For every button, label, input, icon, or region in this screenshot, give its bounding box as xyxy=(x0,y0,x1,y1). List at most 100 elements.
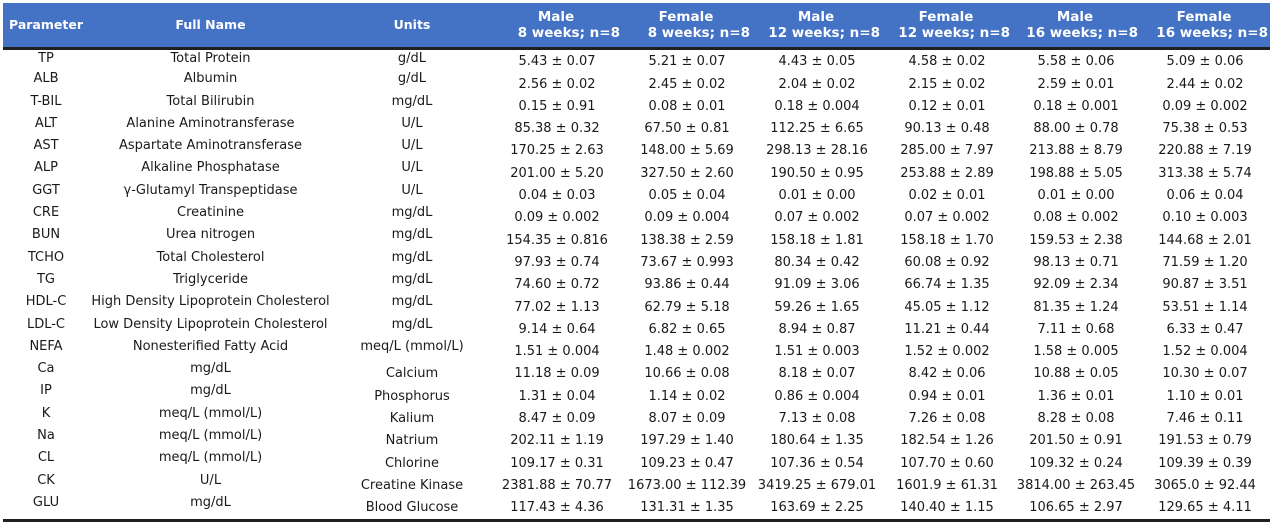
table-row: T-BIL Total Bilirubin mg/dL 0.15 ± 0.91 0.08… xyxy=(3,92,1270,115)
cell-value: 197.29 ± 1.40 xyxy=(640,433,734,449)
header-group-sex: Female xyxy=(658,8,714,25)
table-row: ALT Alanine Aminotransferase U/L 85.38 ± 0.… xyxy=(3,114,1270,138)
header-group-sub: 16 weeks; n=8 xyxy=(1156,24,1268,41)
cell-value: 7.13 ± 0.08 xyxy=(778,411,856,427)
cell-value: 140.40 ± 1.15 xyxy=(900,500,994,516)
header-group-sub: 12 weeks; n=8 xyxy=(768,24,880,41)
cell-units: Blood Glucose xyxy=(365,500,459,516)
cell-full-name: mg/dL xyxy=(190,361,231,377)
cell-value: 129.65 ± 4.11 xyxy=(1158,500,1252,516)
cell-value: 144.68 ± 2.01 xyxy=(1158,232,1252,248)
header-group-sex: Male xyxy=(1056,8,1094,25)
cell-units: mg/dL xyxy=(391,271,433,287)
cell-value: 2.15 ± 0.02 xyxy=(908,76,986,92)
cell-full-name: Low Density Lipoprotein Cholesterol xyxy=(93,316,328,332)
cell-value: 6.82 ± 0.65 xyxy=(648,321,726,337)
cell-full-name: mg/dL xyxy=(190,383,231,399)
cell-value: 5.43 ± 0.07 xyxy=(518,54,596,70)
cell-value: 2.45 ± 0.02 xyxy=(648,76,726,92)
header-group: Male 12 weeks; n=8 xyxy=(752,3,882,48)
cell-parameter: BUN xyxy=(31,227,61,243)
cell-full-name: γ-Glutamyl Transpeptidase xyxy=(123,182,298,198)
cell-units: Chlorine xyxy=(384,455,440,471)
table-row: HDL-C High Density Lipoprotein Cholestero… xyxy=(3,293,1270,316)
cell-full-name: Nonesterified Fatty Acid xyxy=(132,338,289,354)
cell-units: Phosphorus xyxy=(374,388,450,404)
cell-value: 97.93 ± 0.74 xyxy=(514,254,600,270)
cell-value: 59.26 ± 1.65 xyxy=(774,299,860,315)
cell-value: 80.34 ± 0.42 xyxy=(774,254,860,270)
cell-value: 0.18 ± 0.001 xyxy=(1033,98,1119,114)
cell-units: U/L xyxy=(401,160,423,176)
cell-full-name: meq/L (mmol/L) xyxy=(158,405,263,421)
cell-value: 0.08 ± 0.01 xyxy=(648,98,726,114)
cell-value: 190.50 ± 0.95 xyxy=(770,165,864,181)
cell-value: 138.38 ± 2.59 xyxy=(640,232,734,248)
cell-value: 0.04 ± 0.03 xyxy=(518,188,596,204)
cell-value: 4.43 ± 0.05 xyxy=(778,54,856,70)
table-row: BUN Urea nitrogen mg/dL 154.35 ± 0.816 138.3… xyxy=(3,226,1270,249)
cell-parameter: K xyxy=(41,405,51,421)
cell-parameter: Na xyxy=(37,428,55,444)
cell-value: 10.30 ± 0.07 xyxy=(1162,366,1248,382)
cell-full-name: Albumin xyxy=(183,71,238,87)
table-row: CRE Creatinine mg/dL 0.09 ± 0.002 0.09 ± 0.0… xyxy=(3,204,1270,227)
cell-value: 5.21 ± 0.07 xyxy=(648,54,726,70)
cell-parameter: TG xyxy=(36,271,55,287)
table-row: CK U/L Creatine Kinase 2381.88 ± 70.77 1673.… xyxy=(3,471,1270,494)
cell-value: 8.94 ± 0.87 xyxy=(778,321,856,337)
cell-value: 0.07 ± 0.002 xyxy=(904,210,990,226)
cell-value: 60.08 ± 0.92 xyxy=(904,254,990,270)
cell-full-name: Alkaline Phosphatase xyxy=(141,160,280,176)
cell-parameter: TCHO xyxy=(27,249,65,265)
cell-value: 11.18 ± 0.09 xyxy=(514,366,600,382)
header-group-sub: 8 weeks; n=8 xyxy=(517,24,620,41)
cell-value: 198.88 ± 5.05 xyxy=(1029,165,1123,181)
cell-parameter: IP xyxy=(40,383,52,399)
cell-value: 1.52 ± 0.002 xyxy=(904,344,990,360)
cell-units: mg/dL xyxy=(391,294,433,310)
cell-value: 7.26 ± 0.08 xyxy=(908,411,986,427)
cell-value: 107.36 ± 0.54 xyxy=(770,455,864,471)
cell-value: 109.17 ± 0.31 xyxy=(510,455,604,471)
cell-value: 0.18 ± 0.004 xyxy=(774,98,860,114)
cell-value: 158.18 ± 1.70 xyxy=(900,232,994,248)
cell-parameter: ALP xyxy=(34,160,58,176)
cell-value: 7.46 ± 0.11 xyxy=(1166,411,1244,427)
table-row: ALB Albumin g/dL 2.56 ± 0.02 2.45 ± 0.02 2.04… xyxy=(3,70,1270,93)
cell-value: 4.58 ± 0.02 xyxy=(908,54,986,70)
cell-value: 154.35 ± 0.816 xyxy=(506,232,608,248)
cell-full-name: meq/L (mmol/L) xyxy=(158,428,263,444)
cell-value: 109.23 ± 0.47 xyxy=(640,455,734,471)
cell-value: 1.51 ± 0.003 xyxy=(774,344,860,360)
cell-value: 213.88 ± 8.79 xyxy=(1029,143,1123,159)
cell-value: 8.47 ± 0.09 xyxy=(518,411,596,427)
cell-value: 93.86 ± 0.44 xyxy=(644,277,730,293)
cell-value: 45.05 ± 1.12 xyxy=(904,299,990,315)
cell-value: 1.58 ± 0.005 xyxy=(1033,344,1119,360)
cell-value: 0.09 ± 0.002 xyxy=(514,210,600,226)
header-group-sub: 12 weeks; n=8 xyxy=(898,24,1010,41)
cell-value: 298.13 ± 28.16 xyxy=(766,143,868,159)
cell-parameter: ALT xyxy=(34,115,58,131)
cell-value: 73.67 ± 0.993 xyxy=(640,254,734,270)
header-group: Female 8 weeks; n=8 xyxy=(622,3,752,48)
cell-value: 11.21 ± 0.44 xyxy=(904,321,990,337)
cell-units: mg/dL xyxy=(391,249,433,265)
cell-value: 109.39 ± 0.39 xyxy=(1158,455,1252,471)
table-row: TCHO Total Cholesterol mg/dL 97.93 ± 0.74 73… xyxy=(3,248,1270,271)
cell-units: meq/L (mmol/L) xyxy=(360,338,464,354)
header-group: Female 16 weeks; n=8 xyxy=(1140,3,1270,48)
cell-value: 1.36 ± 0.01 xyxy=(1037,388,1115,404)
cell-value: 1.51 ± 0.004 xyxy=(514,344,600,360)
cell-full-name: High Density Lipoprotein Cholesterol xyxy=(91,294,330,310)
cell-value: 67.50 ± 0.81 xyxy=(644,121,730,137)
cell-units: Creatine Kinase xyxy=(360,477,464,493)
table-row: TG Triglyceride mg/dL 74.60 ± 0.72 93.86 ± 0… xyxy=(3,270,1270,294)
cell-full-name: Triglyceride xyxy=(173,271,248,287)
header-full-name: Full Name xyxy=(175,16,246,32)
cell-value: 0.10 ± 0.003 xyxy=(1162,210,1248,226)
cell-value: 2.56 ± 0.02 xyxy=(518,76,596,92)
table-row: Ca mg/dL Calcium 11.18 ± 0.09 10.66 ± 0.08 8.… xyxy=(3,360,1270,383)
